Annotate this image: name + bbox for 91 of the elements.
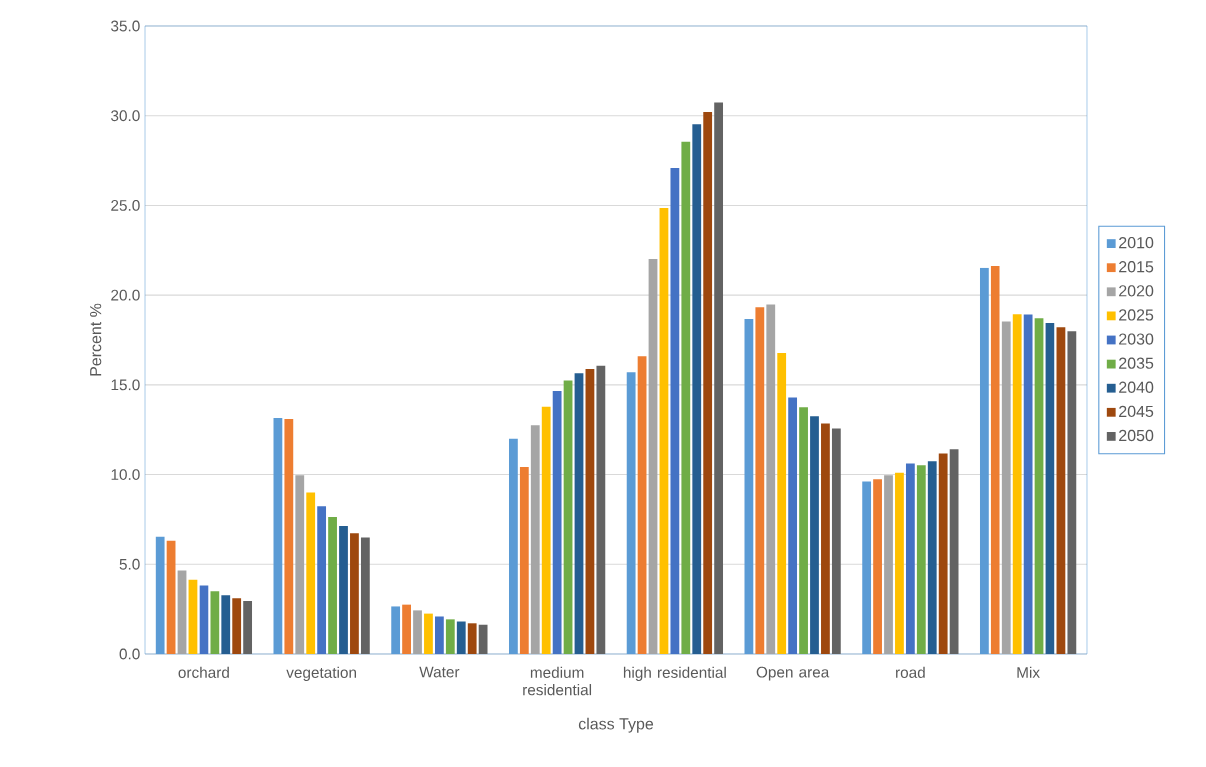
bar (659, 207, 669, 654)
legend-label: 2025 (1119, 309, 1154, 321)
bar (413, 610, 422, 654)
y-tick-label: 10.0 (111, 469, 140, 480)
bar (799, 407, 808, 654)
bar (821, 423, 830, 654)
bar (1056, 327, 1066, 654)
bar (530, 425, 540, 654)
bar (350, 533, 359, 654)
bar (563, 380, 573, 654)
legend-label: 2050 (1119, 429, 1154, 442)
legend-label: 2035 (1119, 357, 1154, 369)
bar (1001, 321, 1011, 654)
legend-label: 2045 (1119, 405, 1154, 418)
y-tick-label: 20.0 (111, 289, 140, 301)
bar (831, 428, 841, 654)
bar (873, 479, 882, 654)
legend-label: 2030 (1119, 333, 1154, 345)
bar (295, 475, 305, 654)
legend-label: 2040 (1119, 381, 1154, 393)
x-tick-label: high residential (623, 666, 726, 681)
bar (317, 506, 327, 654)
bar (905, 463, 915, 654)
bar (596, 365, 606, 654)
x-tick-label: medium residential (523, 666, 592, 696)
bar (541, 406, 551, 654)
bar (360, 537, 370, 654)
bar (1045, 322, 1055, 654)
bar (949, 449, 959, 654)
bar (166, 540, 176, 654)
bar (306, 492, 316, 654)
y-tick-label: 15.0 (111, 379, 140, 391)
y-axis-title: Percent % (90, 303, 102, 376)
bar (990, 265, 1000, 654)
bar (788, 397, 798, 654)
bar (478, 624, 488, 654)
bar (1067, 331, 1077, 654)
bar (703, 112, 713, 654)
bar (221, 595, 231, 654)
bar (714, 102, 724, 654)
y-tick-label: 25.0 (111, 199, 140, 211)
bar (574, 373, 584, 654)
bar (637, 356, 647, 654)
bar (284, 419, 294, 654)
legend-label: 2020 (1119, 285, 1154, 297)
bar (552, 390, 562, 654)
legend-label: 2015 (1119, 261, 1154, 273)
x-tick-label: Open area (756, 666, 830, 681)
x-tick-label: road (896, 666, 925, 678)
bar (456, 621, 466, 654)
bar (766, 304, 776, 654)
bar (199, 585, 209, 654)
bar (445, 619, 455, 654)
x-tick-label: vegetation (286, 666, 356, 681)
x-tick-label: Mix (1017, 666, 1040, 678)
bar (648, 259, 658, 654)
bar (467, 623, 477, 654)
bar (434, 616, 444, 654)
bar (670, 167, 680, 654)
bar (777, 353, 787, 654)
bar (692, 124, 702, 654)
bar (232, 598, 242, 654)
bar (1023, 314, 1033, 654)
bar (1012, 314, 1022, 654)
x-tick-label: Water (419, 666, 460, 678)
x-axis-title: class Type (578, 717, 654, 733)
bar (188, 579, 198, 654)
bar (681, 141, 691, 654)
bar (519, 467, 529, 654)
bar (895, 472, 904, 654)
bar (177, 570, 187, 654)
y-tick-label: 30.0 (111, 110, 140, 122)
bar (210, 591, 220, 654)
bar (938, 453, 948, 654)
bar (916, 465, 926, 654)
bar (328, 517, 337, 654)
bar (1034, 318, 1044, 654)
y-tick-label: 0.0 (119, 648, 140, 660)
legend-label: 2010 (1119, 236, 1154, 249)
bar (339, 526, 348, 654)
bar (884, 475, 893, 654)
bar (424, 613, 433, 654)
bar (585, 369, 595, 654)
bar (243, 601, 253, 654)
bar (927, 461, 937, 654)
x-tick-label: orchard (178, 666, 229, 678)
bar (810, 416, 819, 654)
bar (402, 604, 411, 654)
y-tick-label: 5.0 (119, 558, 140, 570)
y-tick-label: 35.0 (111, 20, 140, 32)
bar (755, 307, 765, 654)
